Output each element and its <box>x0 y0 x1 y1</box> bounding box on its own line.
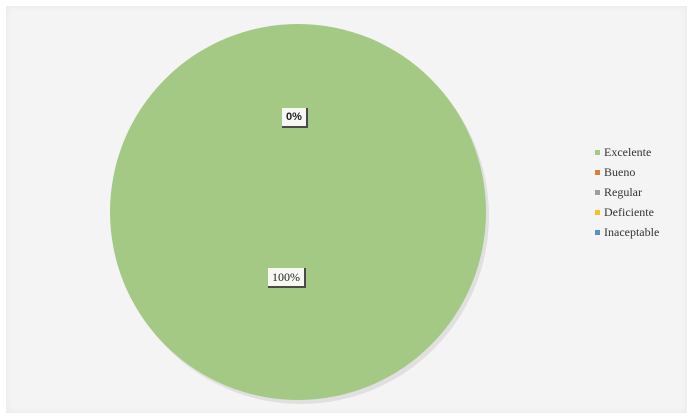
legend-item-excelente: Excelente <box>595 145 659 160</box>
legend-label: Deficiente <box>604 205 654 219</box>
legend-swatch-excelente <box>595 150 600 155</box>
legend-swatch-regular <box>595 190 600 195</box>
legend-label: Inaceptable <box>604 225 660 239</box>
legend-item-inaceptable: Inaceptable <box>595 225 659 240</box>
legend-label: Bueno <box>604 165 636 179</box>
legend-swatch-bueno <box>595 170 600 175</box>
legend-swatch-deficiente <box>595 210 600 215</box>
legend-label: Excelente <box>604 145 652 159</box>
legend: Excelente Bueno Regular Deficiente Inace… <box>595 145 659 240</box>
legend-item-bueno: Bueno <box>595 165 659 180</box>
legend-item-deficiente: Deficiente <box>595 205 659 220</box>
legend-label: Regular <box>604 185 642 199</box>
data-label-zero: 0% <box>282 108 308 128</box>
pie-slice-excelente <box>110 24 486 400</box>
pie-slices <box>110 24 489 404</box>
legend-swatch-inaceptable <box>595 230 600 235</box>
data-label-main: 100% <box>268 268 306 288</box>
legend-item-regular: Regular <box>595 185 659 200</box>
